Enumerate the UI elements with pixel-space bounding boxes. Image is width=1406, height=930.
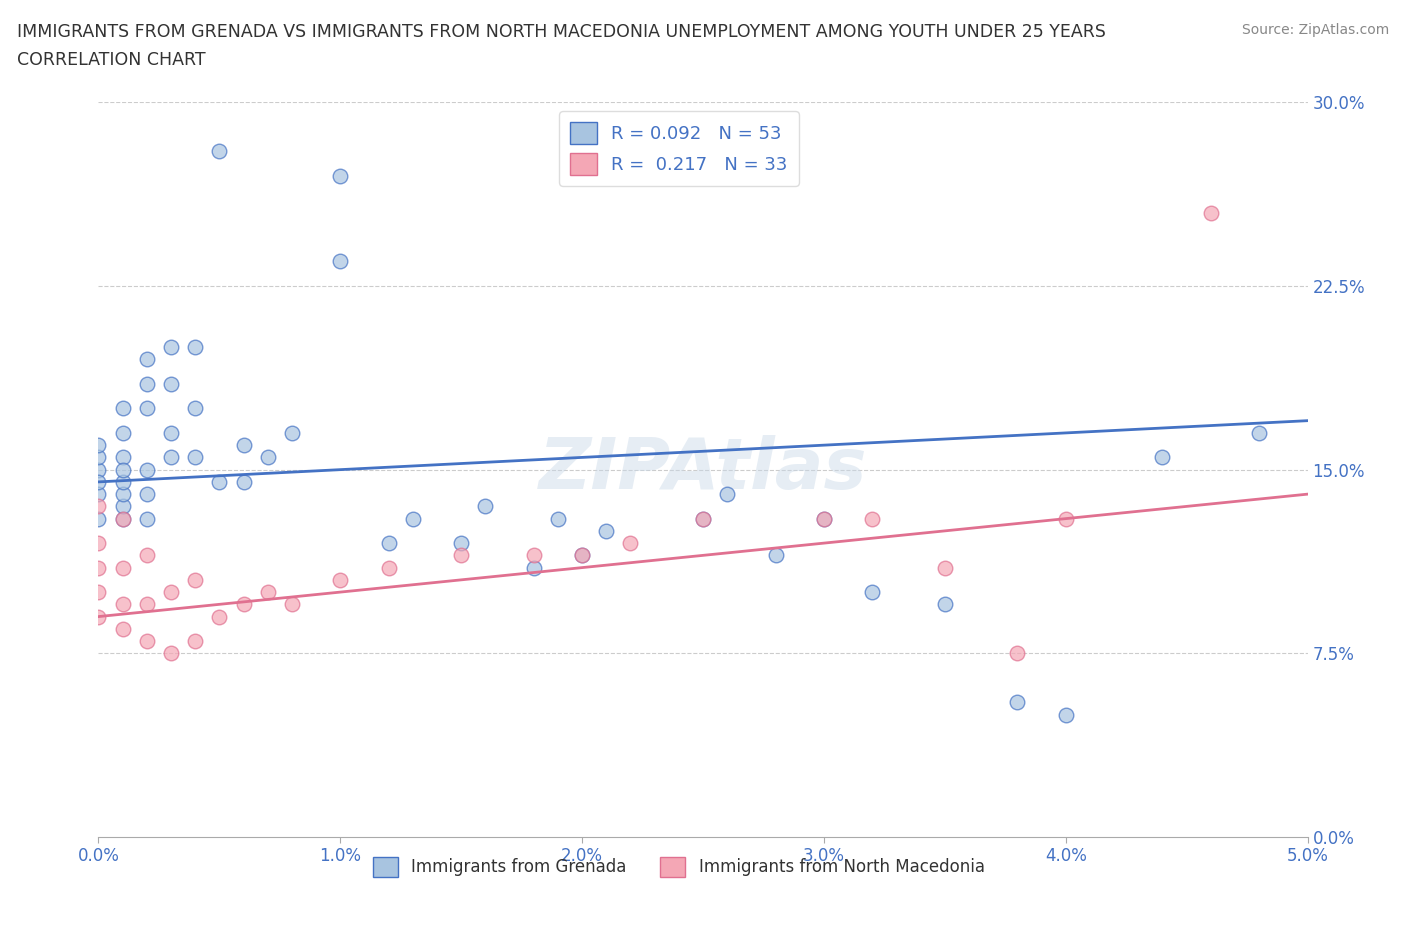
Point	[619, 536, 641, 551]
Point	[87, 450, 110, 465]
Point	[111, 462, 134, 477]
Point	[232, 597, 254, 612]
Point	[160, 646, 183, 661]
Point	[934, 597, 956, 612]
Point	[692, 512, 714, 526]
Point	[160, 339, 183, 354]
Point	[860, 512, 883, 526]
Point	[934, 560, 956, 575]
Point	[256, 450, 278, 465]
Point	[1007, 646, 1029, 661]
Point	[716, 486, 738, 501]
Point	[111, 401, 134, 416]
Point	[377, 536, 399, 551]
Point	[87, 474, 110, 489]
Point	[111, 486, 134, 501]
Point	[281, 426, 304, 441]
Point	[860, 585, 883, 600]
Point	[160, 426, 183, 441]
Point	[450, 536, 472, 551]
Point	[813, 512, 835, 526]
Point	[329, 254, 352, 269]
Point	[595, 524, 617, 538]
Point	[135, 597, 157, 612]
Point	[1152, 450, 1174, 465]
Point	[256, 585, 278, 600]
Point	[87, 498, 110, 513]
Point	[135, 486, 157, 501]
Point	[160, 377, 183, 392]
Point	[329, 168, 352, 183]
Point	[111, 474, 134, 489]
Point	[87, 585, 110, 600]
Point	[184, 401, 207, 416]
Point	[184, 573, 207, 588]
Point	[1199, 206, 1222, 220]
Text: ZIPAtlas: ZIPAtlas	[538, 435, 868, 504]
Point	[87, 512, 110, 526]
Point	[474, 498, 496, 513]
Point	[523, 548, 546, 563]
Point	[87, 486, 110, 501]
Point	[692, 512, 714, 526]
Point	[208, 144, 231, 159]
Point	[87, 560, 110, 575]
Point	[523, 560, 546, 575]
Point	[135, 377, 157, 392]
Point	[87, 609, 110, 624]
Point	[571, 548, 593, 563]
Point	[111, 560, 134, 575]
Point	[111, 498, 134, 513]
Point	[402, 512, 425, 526]
Point	[232, 474, 254, 489]
Point	[111, 597, 134, 612]
Text: CORRELATION CHART: CORRELATION CHART	[17, 51, 205, 69]
Point	[1054, 512, 1077, 526]
Point	[111, 512, 134, 526]
Point	[160, 450, 183, 465]
Point	[1249, 426, 1271, 441]
Point	[111, 621, 134, 636]
Point	[329, 573, 352, 588]
Point	[184, 633, 207, 648]
Point	[111, 426, 134, 441]
Point	[111, 512, 134, 526]
Point	[135, 352, 157, 367]
Point	[135, 401, 157, 416]
Point	[765, 548, 787, 563]
Point	[232, 438, 254, 453]
Legend: Immigrants from Grenada, Immigrants from North Macedonia: Immigrants from Grenada, Immigrants from…	[367, 850, 991, 883]
Point	[111, 450, 134, 465]
Point	[208, 609, 231, 624]
Point	[135, 462, 157, 477]
Point	[208, 474, 231, 489]
Text: IMMIGRANTS FROM GRENADA VS IMMIGRANTS FROM NORTH MACEDONIA UNEMPLOYMENT AMONG YO: IMMIGRANTS FROM GRENADA VS IMMIGRANTS FR…	[17, 23, 1105, 41]
Point	[571, 548, 593, 563]
Point	[813, 512, 835, 526]
Point	[135, 633, 157, 648]
Point	[1007, 695, 1029, 710]
Point	[135, 512, 157, 526]
Point	[184, 450, 207, 465]
Point	[87, 536, 110, 551]
Point	[87, 462, 110, 477]
Point	[184, 339, 207, 354]
Point	[87, 438, 110, 453]
Point	[281, 597, 304, 612]
Point	[450, 548, 472, 563]
Point	[160, 585, 183, 600]
Point	[547, 512, 569, 526]
Text: Source: ZipAtlas.com: Source: ZipAtlas.com	[1241, 23, 1389, 37]
Point	[377, 560, 399, 575]
Point	[135, 548, 157, 563]
Point	[1054, 707, 1077, 722]
